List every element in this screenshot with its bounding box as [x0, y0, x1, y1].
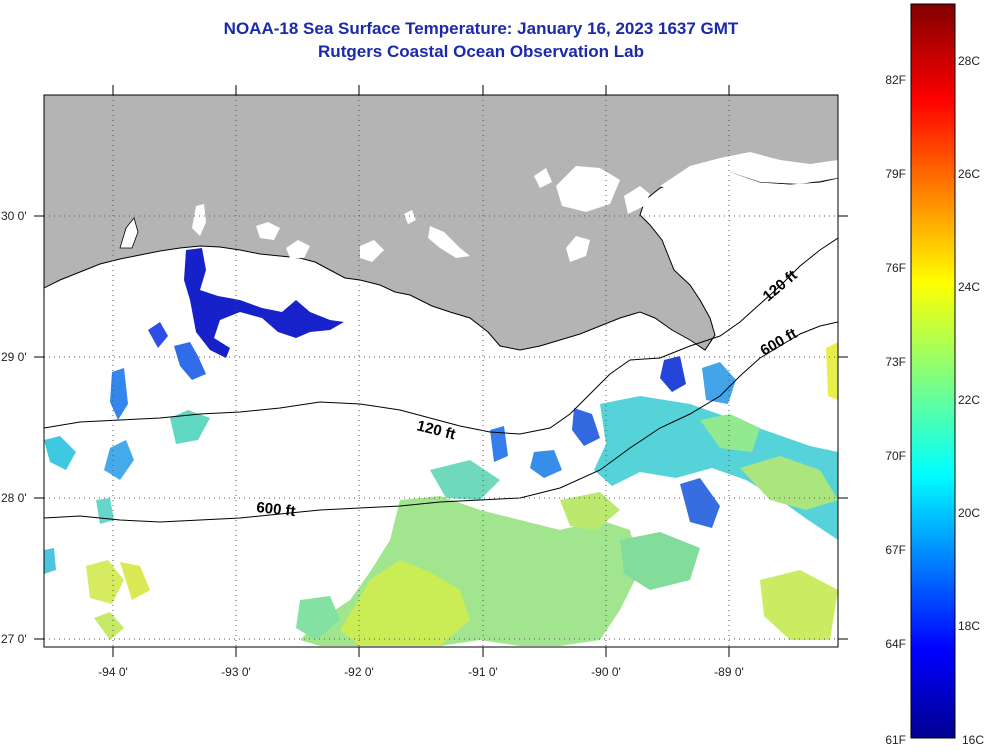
graticule [44, 95, 838, 647]
colorbar-f-label: 70F [885, 449, 906, 463]
colorbar-f-labels: 82F 79F 76F 73F 70F 67F 64F 61F [885, 73, 906, 747]
lon-label: -94 0' [98, 665, 128, 679]
colorbar-f-label: 67F [885, 543, 906, 557]
mississippi-sound [660, 152, 838, 190]
colorbar-c-labels: 28C 26C 24C 22C 20C 18C 16C [958, 54, 984, 747]
lon-label: -91 0' [468, 665, 498, 679]
lat-label: 27 0' [1, 632, 27, 646]
colorbar-c-label: 22C [958, 393, 980, 407]
colorbar-c-label: 24C [958, 280, 980, 294]
colorbar-f-label: 79F [885, 167, 906, 181]
lon-label: -93 0' [221, 665, 251, 679]
lake [404, 210, 416, 224]
colorbar-c-label: 18C [958, 619, 980, 633]
colorbar-c-label: 26C [958, 167, 980, 181]
colorbar-f-label: 82F [885, 73, 906, 87]
colorbar-f-label: 76F [885, 261, 906, 275]
lake [192, 204, 206, 236]
map-subtitle: Rutgers Coastal Ocean Observation Lab [318, 42, 644, 61]
lat-label: 28 0' [1, 491, 27, 505]
lake [566, 236, 590, 262]
map-title: NOAA-18 Sea Surface Temperature: January… [223, 19, 739, 38]
lake [428, 226, 470, 258]
colorbar-f-label: 64F [885, 637, 906, 651]
lake [286, 240, 310, 258]
lake [624, 186, 650, 214]
sst-swaths [44, 248, 838, 646]
lake [360, 240, 384, 262]
axis-ticks [34, 85, 848, 657]
lake-pontchartrain [556, 166, 620, 212]
colorbar-f-label: 73F [885, 355, 906, 369]
colorbar-c-label: 16C [962, 733, 984, 747]
colorbar-c-label: 28C [958, 54, 980, 68]
colorbar-c-label: 20C [958, 506, 980, 520]
color-bar [910, 3, 956, 739]
chandeleur-sound [720, 208, 752, 260]
lon-label: -90 0' [591, 665, 621, 679]
lake [534, 168, 552, 188]
lat-label: 29 0' [1, 350, 27, 364]
lake-borgne [668, 196, 708, 236]
map-frame [43, 94, 839, 648]
lake [256, 222, 280, 240]
lon-label: -92 0' [344, 665, 374, 679]
lon-label: -89 0' [714, 665, 744, 679]
lat-label: 30 0' [1, 209, 27, 223]
contour-120ft [44, 237, 838, 435]
lake [119, 217, 139, 249]
contour-label-600ft: 600 ft [256, 499, 297, 520]
colorbar-f-label: 61F [885, 733, 906, 747]
